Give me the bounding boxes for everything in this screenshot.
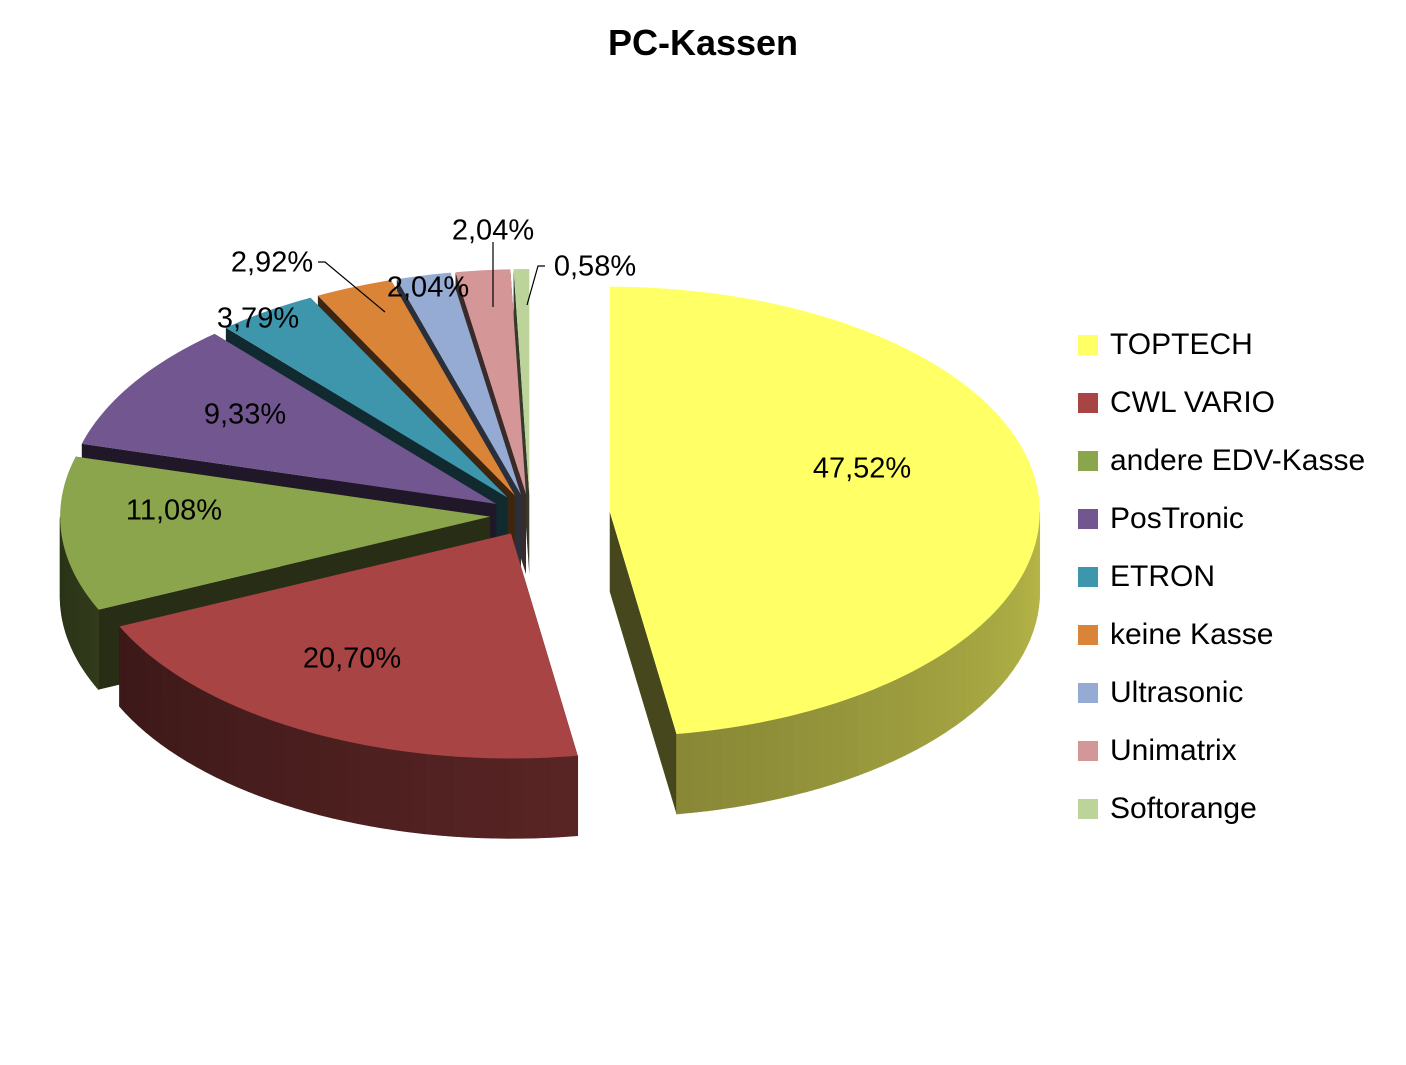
data-label: 11,08%	[126, 495, 222, 527]
data-label: 3,79%	[217, 303, 299, 335]
legend: TOPTECH CWL VARIO andere EDV-Kasse PosTroni…	[1078, 316, 1365, 838]
leader-line	[318, 261, 386, 313]
legend-swatch	[1078, 451, 1098, 471]
legend-label: andere EDV-Kasse	[1110, 444, 1366, 477]
legend-swatch	[1078, 625, 1098, 645]
data-label: 2,92%	[231, 247, 313, 279]
pie-slice-cwl-vario	[119, 533, 579, 839]
data-label: 2,04%	[452, 215, 534, 247]
legend-label: keine Kasse	[1110, 618, 1274, 651]
data-label: 9,33%	[204, 399, 286, 431]
legend-item: TOPTECH	[1078, 316, 1365, 374]
chart-title: PC-Kassen	[607, 22, 799, 63]
data-label: 20,70%	[303, 643, 401, 675]
legend-label: CWL VARIO	[1110, 386, 1276, 419]
legend-item: ETRON	[1078, 548, 1365, 606]
legend-item: Unimatrix	[1078, 722, 1365, 780]
legend-swatch	[1078, 567, 1098, 587]
legend-swatch	[1078, 335, 1098, 355]
data-label: 0,58%	[554, 251, 636, 283]
legend-item: keine Kasse	[1078, 606, 1365, 664]
legend-label: Unimatrix	[1110, 734, 1237, 767]
legend-item: CWL VARIO	[1078, 374, 1365, 432]
legend-label: Ultrasonic	[1110, 676, 1244, 709]
data-label: 2,04%	[387, 272, 469, 304]
data-label: 47,52%	[813, 453, 911, 485]
leader-line	[526, 265, 545, 306]
legend-swatch	[1078, 393, 1098, 413]
legend-item: andere EDV-Kasse	[1078, 432, 1365, 490]
pie-slice-toptech	[609, 286, 1041, 815]
legend-item: Ultrasonic	[1078, 664, 1365, 722]
legend-swatch	[1078, 799, 1098, 819]
legend-swatch	[1078, 741, 1098, 761]
legend-item: Softorange	[1078, 780, 1365, 838]
legend-label: PosTronic	[1110, 502, 1244, 535]
legend-item: PosTronic	[1078, 490, 1365, 548]
legend-swatch	[1078, 683, 1098, 703]
legend-label: TOPTECH	[1110, 328, 1253, 361]
legend-label: Softorange	[1110, 792, 1257, 825]
legend-swatch	[1078, 509, 1098, 529]
legend-label: ETRON	[1110, 560, 1215, 593]
